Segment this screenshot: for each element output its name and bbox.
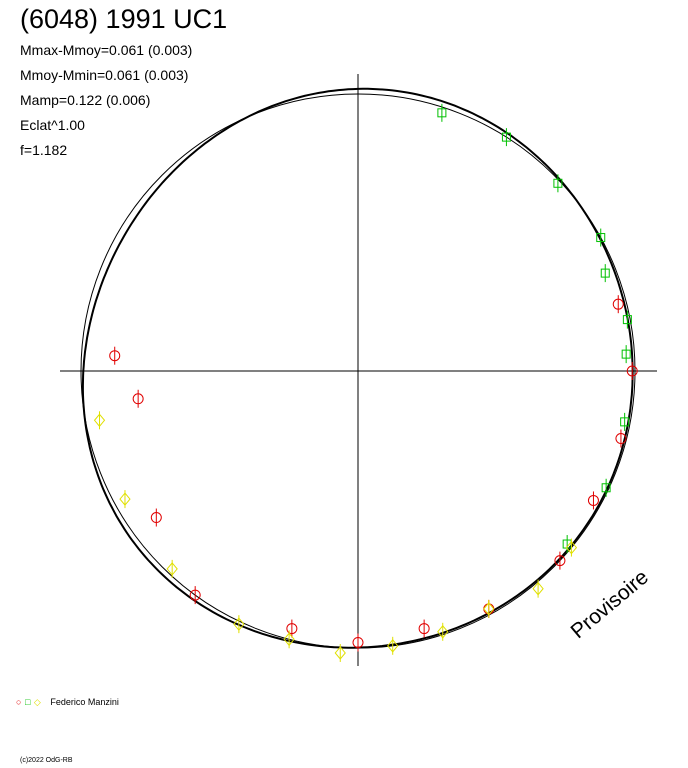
data-point-circle <box>109 350 121 362</box>
data-point-circle <box>626 365 638 377</box>
data-point-circle <box>189 589 201 601</box>
data-point-square <box>501 132 511 142</box>
data-point-square <box>621 349 631 359</box>
data-point-diamond <box>283 632 295 647</box>
data-point-diamond <box>119 492 131 506</box>
data-point-circle <box>554 555 566 567</box>
figure-title: (6048) 1991 UC1 <box>20 4 228 34</box>
data-point-diamond <box>233 617 245 631</box>
data-point-diamond <box>334 646 346 660</box>
stat-mmax-mmoy: Mmax-Mmoy=0.061 (0.003) <box>20 42 193 58</box>
data-point-diamond <box>437 625 449 639</box>
data-point-diamond <box>565 540 578 555</box>
copyright-text: (c)2022 OdG-RB <box>20 757 73 764</box>
data-point-square <box>596 233 606 243</box>
legend: ○ □ ◇ Federico Manzini <box>16 697 119 708</box>
data-point-circle <box>150 512 162 524</box>
data-point-diamond <box>166 562 178 576</box>
square-symbol-icon: □ <box>24 697 31 707</box>
data-point-diamond <box>93 413 106 428</box>
data-point-circle <box>587 494 599 506</box>
data-point-square <box>620 417 630 427</box>
stat-frequency: f=1.182 <box>20 142 68 158</box>
data-point-square <box>553 178 563 188</box>
data-point-circle <box>352 636 364 648</box>
diamond-symbol-icon: ◇ <box>33 697 41 707</box>
stat-eclat: Eclat^1.00 <box>20 117 85 133</box>
stat-mamp: Mamp=0.122 (0.006) <box>20 92 151 108</box>
data-point-square <box>437 108 447 118</box>
data-point-square <box>622 315 632 325</box>
stat-mmoy-mmin: Mmoy-Mmin=0.061 (0.003) <box>20 67 189 83</box>
data-point-circle <box>615 433 627 445</box>
circle-symbol-icon: ○ <box>16 697 22 707</box>
data-point-diamond <box>483 602 495 616</box>
data-point-square <box>600 268 610 278</box>
data-point-circle <box>132 393 144 405</box>
legend-author: Federico Manzini <box>50 697 119 707</box>
data-point-diamond <box>532 581 544 596</box>
data-point-square <box>601 483 611 493</box>
data-point-diamond <box>387 639 399 653</box>
data-point-circle <box>286 623 298 635</box>
data-point-circle <box>612 298 624 310</box>
data-point-circle <box>418 623 430 635</box>
